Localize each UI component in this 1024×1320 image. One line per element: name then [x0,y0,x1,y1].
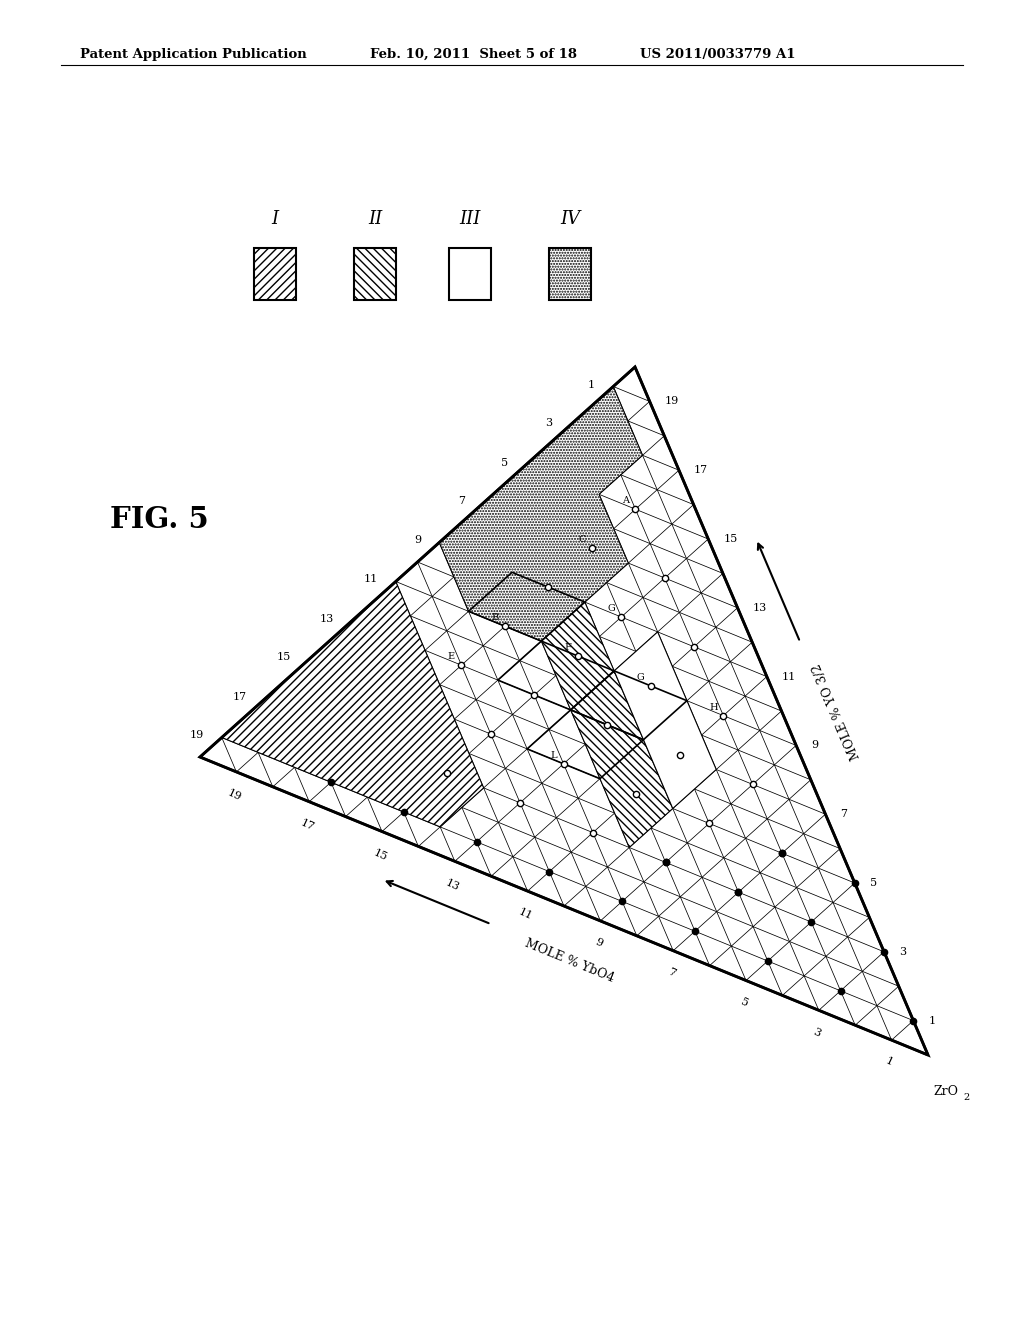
Text: H: H [709,702,718,711]
Text: 15: 15 [372,847,388,862]
Bar [549,248,591,300]
Bar [449,248,490,300]
Text: 3: 3 [811,1027,822,1039]
Text: B: B [492,614,499,622]
Text: 5: 5 [869,878,877,888]
Text: 3: 3 [899,946,906,957]
Text: 2: 2 [963,1093,970,1102]
Text: 11: 11 [517,907,535,923]
Text: 19: 19 [189,730,204,741]
Text: 19: 19 [226,788,243,803]
Text: 1: 1 [929,1015,936,1026]
Text: 17: 17 [233,692,247,701]
Text: 7: 7 [841,809,848,820]
Text: 1: 1 [588,380,595,389]
Text: 11: 11 [782,672,796,681]
Text: 5: 5 [738,997,750,1008]
Text: Feb. 10, 2011  Sheet 5 of 18: Feb. 10, 2011 Sheet 5 of 18 [370,48,577,61]
Text: 13: 13 [319,614,334,623]
Text: 1: 1 [885,1056,895,1068]
Text: 9: 9 [811,741,818,750]
Text: E: E [447,652,455,661]
Text: 17: 17 [694,465,708,475]
Text: L: L [550,751,557,760]
Text: 7: 7 [666,966,677,978]
Text: MOLE % YbO4: MOLE % YbO4 [522,937,615,985]
Text: G: G [607,605,615,612]
Text: III: III [460,210,480,228]
Text: 7: 7 [458,496,465,507]
Text: 9: 9 [593,937,604,949]
Text: FIG. 5: FIG. 5 [110,506,209,535]
Text: 11: 11 [364,574,378,585]
Text: 9: 9 [414,536,421,545]
Text: I: I [271,210,279,228]
Text: F: F [564,643,571,652]
Text: G: G [637,673,644,682]
Polygon shape [614,632,716,808]
Bar [354,248,396,300]
Text: 13: 13 [444,878,462,892]
Bar [354,248,396,300]
Text: A: A [622,496,629,506]
Text: Patent Application Publication: Patent Application Publication [80,48,307,61]
Text: MOLE % YO 3/2: MOLE % YO 3/2 [810,661,863,762]
Text: 13: 13 [753,603,767,612]
Text: 19: 19 [665,396,679,407]
Text: ZrO: ZrO [933,1085,958,1098]
Text: IV: IV [560,210,580,228]
Text: 17: 17 [299,817,315,833]
Bar [254,248,296,300]
Polygon shape [222,582,483,826]
Bar [254,248,296,300]
Text: C: C [579,535,586,544]
Text: 3: 3 [545,418,552,429]
Text: US 2011/0033779 A1: US 2011/0033779 A1 [640,48,796,61]
Text: 5: 5 [501,458,508,467]
Text: II: II [368,210,382,228]
Polygon shape [439,387,642,642]
Text: 15: 15 [723,535,737,544]
Text: 15: 15 [276,652,291,663]
Polygon shape [542,602,673,847]
Bar [549,248,591,300]
